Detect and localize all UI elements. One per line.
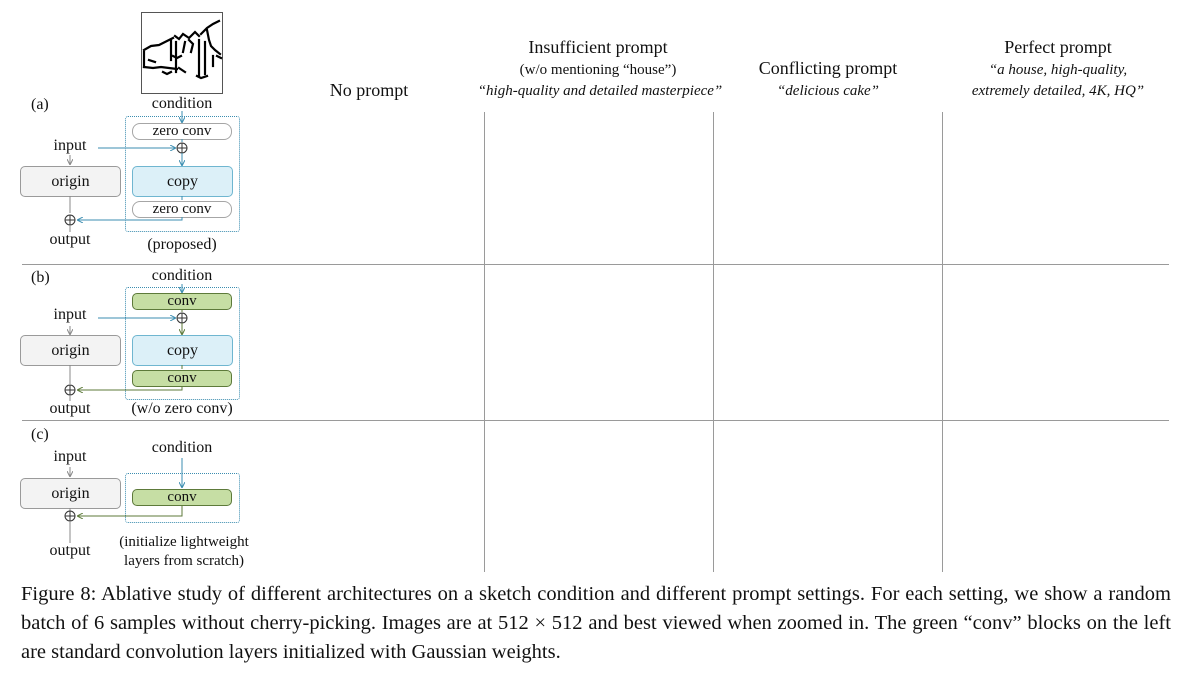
sketch-condition-image: [141, 12, 223, 94]
condition-label: condition: [151, 95, 213, 112]
row-label-c: (c): [31, 426, 49, 443]
zero-conv-block: zero conv: [132, 201, 232, 218]
grid-divider: [713, 112, 714, 572]
origin-block: origin: [20, 166, 121, 197]
input-label: input: [53, 306, 87, 323]
row-a-connections: [64, 111, 188, 232]
header-conflicting-quote: “delicious cake”: [776, 83, 880, 99]
header-perfect-quote-2: extremely detailed, 4K, HQ”: [971, 83, 1145, 99]
header-perfect-quote-1: “a house, high-quality,: [988, 62, 1128, 78]
header-insufficient-sub: (w/o mentioning “house”): [519, 62, 677, 78]
input-label: input: [53, 448, 87, 465]
row-divider: [22, 264, 1169, 265]
origin-block: origin: [20, 478, 121, 509]
grid-divider: [942, 112, 943, 572]
copy-block: copy: [132, 335, 233, 366]
header-perfect-title: Perfect prompt: [1004, 37, 1112, 57]
no-zero-conv-note: (w/o zero conv): [131, 400, 233, 417]
row-divider: [22, 420, 1169, 421]
header-conflicting-title: Conflicting prompt: [758, 58, 898, 78]
header-insufficient-title: Insufficient prompt: [528, 37, 668, 57]
copy-block: copy: [132, 166, 233, 197]
output-label: output: [49, 231, 91, 248]
scratch-note-line-1: (initialize lightweight: [119, 534, 249, 550]
header-insufficient-quote: “high-quality and detailed masterpiece”: [477, 83, 723, 99]
scratch-note-line-2: layers from scratch): [124, 553, 244, 569]
figure-caption: Figure 8: Ablative study of different ar…: [21, 583, 1171, 663]
output-label: output: [49, 400, 91, 417]
proposed-note: (proposed): [147, 236, 217, 253]
grid-divider: [484, 112, 485, 572]
row-label-a: (a): [31, 96, 49, 113]
row-b-connections: [64, 284, 188, 401]
header-no-prompt: No prompt: [329, 80, 409, 100]
output-label: output: [49, 542, 91, 559]
input-label: input: [53, 137, 87, 154]
row-c-connections: [64, 458, 480, 543]
condition-label: condition: [151, 439, 213, 456]
origin-block: origin: [20, 335, 121, 366]
condition-label: condition: [151, 267, 213, 284]
row-label-b: (b): [31, 269, 50, 286]
